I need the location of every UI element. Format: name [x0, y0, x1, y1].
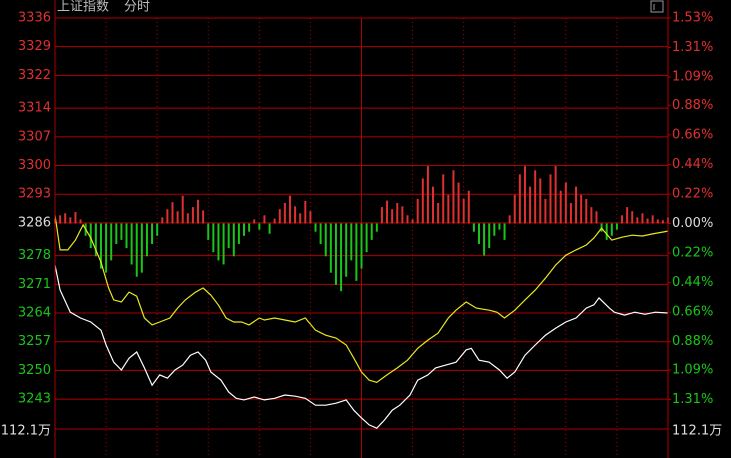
y2-tick-label: 0.22% [672, 246, 713, 261]
average-line [54, 215, 669, 383]
y-tick-label: 3314 [18, 101, 51, 116]
y-tick-label: 3286 [18, 215, 51, 230]
y2-tick-label: 1.31% [672, 392, 713, 407]
y-tick-label: 3293 [18, 187, 51, 202]
y2-tick-label: 1.31% [672, 40, 713, 55]
chart-title: 上证指数 [57, 0, 109, 15]
volume-label-right: 112.1万 [672, 424, 722, 439]
window-icon[interactable] [650, 0, 664, 13]
price-line [54, 264, 669, 429]
y2-tick-label: 1.53% [672, 11, 713, 26]
y2-tick-label: 0.66% [672, 305, 713, 320]
y-tick-label: 3329 [18, 39, 51, 54]
y-tick-label: 3322 [18, 68, 51, 83]
volume-label-left: 112.1万 [1, 424, 51, 439]
chart-subtitle: 分时 [124, 0, 150, 15]
y-tick-label: 3307 [18, 129, 51, 144]
y-tick-label: 3278 [18, 248, 51, 263]
y-tick-label: 3300 [18, 158, 51, 173]
y2-tick-label: 0.44% [672, 275, 713, 290]
y2-tick-label: 0.44% [672, 157, 713, 172]
y2-tick-label: 0.66% [672, 127, 713, 142]
y2-tick-label: 0.00% [672, 216, 713, 231]
y2-tick-label: 1.09% [672, 362, 713, 377]
y-tick-label: 3271 [18, 277, 51, 292]
y-tick-label: 3250 [18, 363, 51, 378]
y-tick-label: 3336 [18, 11, 51, 26]
y-tick-label: 3264 [18, 306, 51, 321]
y2-tick-label: 0.22% [672, 186, 713, 201]
y-tick-label: 3257 [18, 334, 51, 349]
y2-tick-label: 0.88% [672, 98, 713, 113]
y2-tick-label: 1.09% [672, 70, 713, 85]
y2-tick-label: 0.88% [672, 334, 713, 349]
y-tick-label: 3243 [18, 392, 51, 407]
